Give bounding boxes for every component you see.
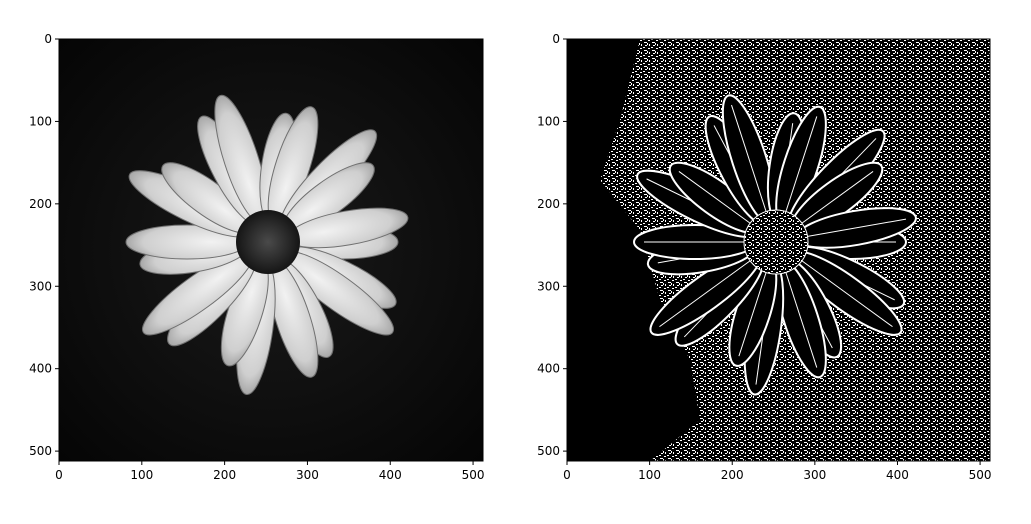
x-tick-label: 0 <box>55 468 63 482</box>
x-tick-label: 300 <box>296 468 319 482</box>
y-tick-label: 500 <box>29 444 52 458</box>
x-tick-label: 400 <box>379 468 402 482</box>
x-tick-label: 300 <box>803 468 826 482</box>
x-tick-label: 500 <box>462 468 485 482</box>
y-tick-label: 300 <box>29 279 52 293</box>
y-tick-label: 300 <box>537 279 560 293</box>
y-tick-label: 0 <box>552 32 560 46</box>
x-tick-label: 0 <box>563 468 571 482</box>
x-tick-label: 500 <box>969 468 992 482</box>
x-tick-label: 200 <box>721 468 744 482</box>
x-tick-label: 400 <box>886 468 909 482</box>
x-tick-label: 100 <box>638 468 661 482</box>
y-tick-label: 100 <box>537 114 560 128</box>
x-tick-label: 100 <box>130 468 153 482</box>
grayscale-flower-image <box>59 39 483 461</box>
y-tick-label: 400 <box>29 362 52 376</box>
y-tick-label: 0 <box>44 32 52 46</box>
y-tick-label: 200 <box>537 197 560 211</box>
edge-filtered-flower-image <box>567 39 990 461</box>
x-tick-label: 200 <box>213 468 236 482</box>
y-tick-label: 400 <box>537 362 560 376</box>
y-tick-label: 200 <box>29 197 52 211</box>
y-tick-label: 500 <box>537 444 560 458</box>
y-tick-label: 100 <box>29 114 52 128</box>
